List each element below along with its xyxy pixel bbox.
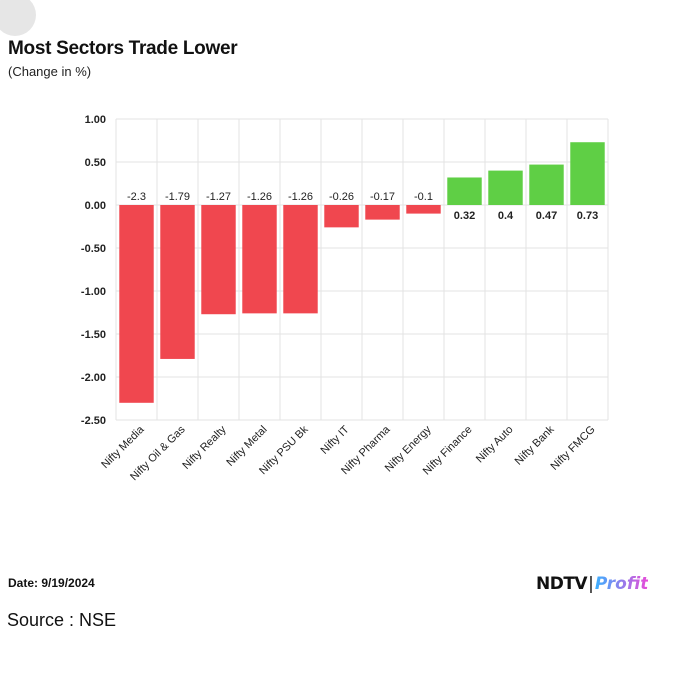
bar: [529, 164, 564, 205]
data-label: 0.47: [536, 210, 557, 222]
x-tick-label: Nifty Auto: [474, 424, 516, 466]
bar: [119, 205, 154, 403]
y-tick-label: -2.00: [81, 372, 106, 384]
x-tick-label: Nifty Realty: [180, 423, 229, 472]
bar: [406, 205, 441, 214]
y-tick-label: -2.50: [81, 415, 106, 427]
bar: [570, 142, 605, 205]
bar-chart: 1.00 0.50 0.00 -0.50 -1.00 -1.50 -2.00 -2.50 -2.…: [81, 114, 609, 483]
data-label: -1.26: [247, 191, 272, 203]
date-label: Date: 9/19/2024: [8, 576, 95, 590]
y-tick-label: -1.50: [81, 329, 106, 341]
y-tick-label: 0.50: [85, 157, 106, 169]
x-tick-label: Nifty IT: [318, 423, 351, 456]
bar: [447, 177, 482, 205]
x-tick-label: Nifty FMCG: [549, 424, 598, 473]
chart-subtitle: (Change in %): [8, 64, 92, 79]
data-label: -0.1: [414, 191, 433, 203]
data-label: -0.17: [370, 191, 395, 203]
data-label: -1.26: [288, 191, 313, 203]
bar: [201, 205, 236, 315]
data-label: -1.79: [165, 191, 190, 203]
ndtv-profit-logo: NDTV|Profit: [536, 574, 675, 600]
bar: [324, 205, 359, 228]
bar: [160, 205, 195, 359]
bar: [365, 205, 400, 220]
data-label: 0.32: [454, 210, 475, 222]
logo-ndtv-text: NDTV: [536, 574, 588, 594]
bar: [242, 205, 277, 314]
source-label: Source : NSE: [7, 610, 117, 630]
y-tick-label: -0.50: [81, 243, 106, 255]
logo-profit-text: Profit: [594, 574, 649, 594]
data-label: 0.4: [498, 210, 514, 222]
y-tick-label: -1.00: [81, 286, 106, 298]
x-tick-label: Nifty Bank: [513, 423, 557, 467]
data-label: 0.73: [577, 210, 598, 222]
chart-title: Most Sectors Trade Lower: [8, 38, 238, 59]
y-tick-label: 0.00: [85, 200, 106, 212]
logo-separator: |: [588, 574, 594, 594]
bar: [283, 205, 318, 314]
bar: [488, 170, 523, 205]
data-label: -1.27: [206, 191, 231, 203]
data-label: -0.26: [329, 191, 354, 203]
data-label: -2.3: [127, 191, 146, 203]
y-tick-label: 1.00: [85, 114, 106, 126]
